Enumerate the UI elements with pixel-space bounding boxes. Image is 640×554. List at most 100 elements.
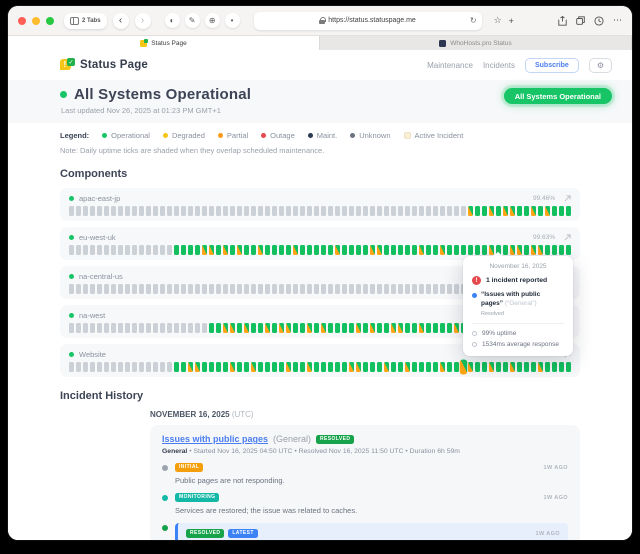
legend-item: Unknown (350, 131, 391, 140)
uptime-tick (160, 206, 165, 216)
uptime-tick (384, 323, 389, 333)
uptime-tick (104, 284, 109, 294)
tab-title: Status Page (151, 39, 187, 47)
reader-mode-button[interactable]: ◐ (164, 13, 180, 28)
extension-button[interactable]: ⊕ (204, 13, 220, 28)
tab-whohosts[interactable]: WhoHosts.pro Status (320, 36, 632, 50)
back-button[interactable]: ‹ (112, 12, 129, 29)
uptime-tick (167, 284, 172, 294)
uptime-tick (286, 323, 291, 333)
uptime-tick (468, 206, 473, 216)
forward-button[interactable]: › (134, 12, 151, 29)
more-button[interactable]: ⋯ (613, 15, 622, 25)
component-status-dot (69, 234, 74, 240)
uptime-tick (307, 284, 312, 294)
status-dot-icon (60, 91, 67, 98)
uptime-ring-icon (472, 330, 477, 336)
legend-swatch-icon (350, 133, 356, 138)
uptime-tick (230, 362, 235, 372)
uptime-tick (538, 362, 543, 372)
uptime-tick (83, 362, 88, 372)
reload-button[interactable]: ↻ (469, 16, 477, 25)
uptime-tick (328, 284, 333, 294)
uptime-tick (391, 245, 396, 255)
uptime-tick (69, 245, 74, 255)
uptime-tick (202, 323, 207, 333)
incident-title-link[interactable]: Issues with public pages (162, 434, 269, 444)
update-badge: MONITORING (175, 493, 220, 502)
uptime-tick (496, 245, 501, 255)
uptime-tick (531, 362, 536, 372)
uptime-ticks[interactable] (69, 245, 571, 255)
expand-icon[interactable] (564, 233, 571, 241)
copy-tabs-button[interactable] (576, 16, 585, 25)
pinned-extension-button[interactable]: • (224, 13, 240, 28)
zoom-window-button[interactable] (46, 16, 54, 25)
uptime-tick (146, 206, 151, 216)
uptime-tick (111, 323, 116, 333)
forward-icon: › (140, 14, 145, 26)
update-status-dot (162, 525, 168, 531)
subscribe-button[interactable]: Subscribe (524, 57, 579, 73)
legend-item: Outage (261, 131, 295, 140)
tab-overview-button[interactable]: 2 Tabs (64, 12, 107, 29)
uptime-tick (76, 362, 81, 372)
minimize-window-button[interactable] (32, 16, 40, 25)
gear-icon: ⚙ (596, 60, 604, 70)
uptime-tick (559, 362, 564, 372)
incident-resolved-badge: RESOLVED (316, 434, 355, 444)
uptime-tick (251, 362, 256, 372)
uptime-tick (454, 323, 459, 333)
uptime-tick (258, 284, 263, 294)
share-button[interactable] (558, 15, 567, 26)
uptime-tick (174, 206, 179, 216)
uptime-tick (223, 245, 228, 255)
uptime-tick (244, 245, 249, 255)
incident-date-timezone: (UTC) (231, 410, 254, 419)
uptime-tick (146, 362, 151, 372)
uptime-tick (118, 245, 123, 255)
new-tab-button[interactable]: + (508, 15, 514, 26)
uptime-tick (83, 284, 88, 294)
uptime-tick (503, 362, 508, 372)
uptime-tick (440, 362, 445, 372)
bookmark-star-button[interactable]: ☆ (493, 15, 502, 25)
uptime-tick (454, 362, 459, 372)
uptime-tick (426, 362, 431, 372)
uptime-tick (398, 284, 403, 294)
history-button[interactable] (594, 15, 604, 26)
uptime-ticks[interactable] (69, 206, 571, 216)
legend-item-label: Active Incident (414, 131, 464, 140)
uptime-tick (132, 245, 137, 255)
uptime-tick (377, 284, 382, 294)
nav-maintenance-link[interactable]: Maintenance (427, 60, 473, 70)
markup-extension-button[interactable]: ✎ (184, 13, 200, 28)
close-window-button[interactable] (18, 16, 26, 25)
tab-status-page[interactable]: Status Page (8, 36, 320, 50)
uptime-tick (251, 284, 256, 294)
uptime-tick (335, 245, 340, 255)
uptime-tick (363, 206, 368, 216)
legend-note: Note: Daily uptime ticks are shaded when… (60, 146, 325, 155)
uptime-tick (531, 245, 536, 255)
nav-incidents-link[interactable]: Incidents (482, 60, 515, 70)
settings-button[interactable]: ⚙ (588, 57, 612, 73)
uptime-tick (160, 362, 165, 372)
uptime-tick (482, 245, 487, 255)
last-updated-text: Last updated Nov 26, 2025 at 01:23 PM GM… (61, 106, 221, 115)
uptime-tick (468, 362, 473, 372)
uptime-tick (223, 362, 228, 372)
uptime-ticks[interactable] (69, 359, 571, 375)
address-bar[interactable]: https://status.statuspage.me ↻ (253, 11, 482, 30)
expand-icon[interactable] (564, 194, 571, 202)
uptime-tick (370, 362, 375, 372)
legend-item-label: Unknown (359, 131, 391, 140)
incident-scope: (General) (273, 434, 312, 444)
uptime-tick (188, 284, 193, 294)
site-logo[interactable]: ✓ Status Page (60, 58, 148, 72)
extension-buttons: ◐ ✎ ⊕ • (164, 13, 240, 28)
legend-swatch-icon (217, 133, 223, 138)
uptime-tick (440, 323, 445, 333)
uptime-tick (223, 323, 228, 333)
uptime-tick (398, 362, 403, 372)
